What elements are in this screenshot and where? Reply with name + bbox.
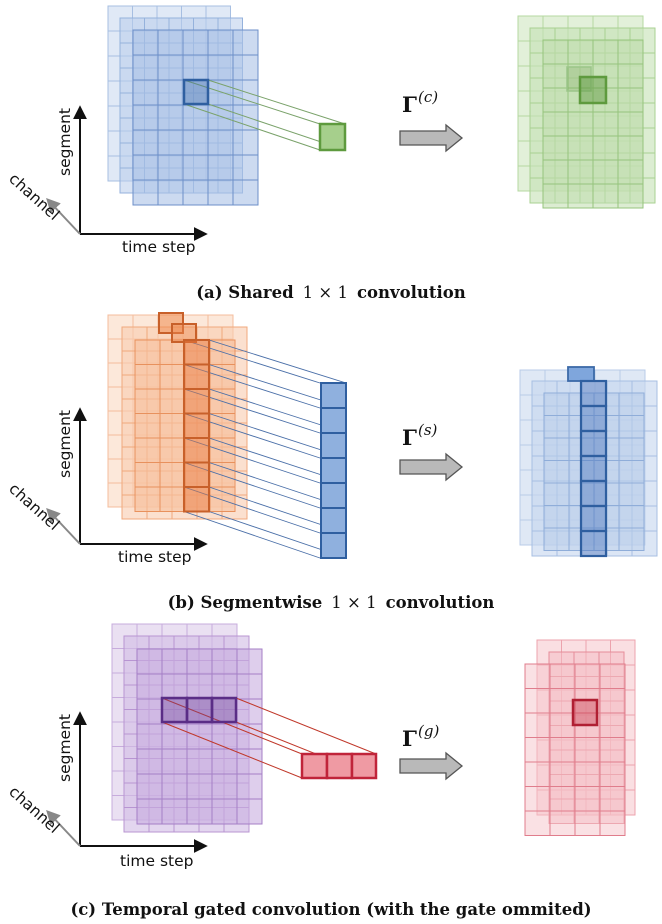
panel-a-operator: Γ (c) (399, 88, 464, 153)
panel-c-x-axis-label: time step (120, 852, 193, 870)
panel-b-caption-math: 1 × 1 (331, 593, 376, 612)
panel-b-y-axis-label: segment (56, 410, 74, 478)
panel-a-operator-sup: (c) (418, 88, 438, 106)
panel-b-connector-line (183, 413, 321, 459)
panel-b-output-highlight-cell (579, 404, 608, 433)
panel-a-x-axis-label: time step (122, 238, 195, 256)
panel-b-output-column-cell (320, 382, 347, 409)
panel-a: segment time step channel Γ (c) (a) Shar… (5, 5, 656, 302)
panel-b-arrow (399, 452, 464, 482)
panel-a-z-axis-label: channel (5, 170, 63, 224)
panel-b-connector-line (183, 437, 321, 484)
panel-b-input-column-cell (183, 339, 210, 366)
panel-b-operator: Γ (s) (399, 421, 464, 482)
panel-b-output-column-cell (320, 482, 347, 509)
panel-a-operator-symbol: Γ (402, 92, 417, 117)
panel-c-output-layer-front (524, 663, 626, 836)
panel-b-output-column (320, 382, 347, 559)
panel-b-caption-suffix: convolution (386, 593, 495, 612)
panel-b-connector-line (183, 462, 321, 509)
panel-b-output-highlight-back (567, 366, 595, 382)
panel-b-output-column-cell (320, 432, 347, 459)
panel-b-caption-prefix: (b) Segmentwise (168, 593, 323, 612)
panel-b-input-column-cell (183, 486, 210, 513)
panel-b-output-highlight-cell (579, 479, 608, 508)
panel-c-output-tensor (524, 639, 636, 836)
panel-a-input-highlight (182, 78, 210, 106)
panel-b-input-column-cell (183, 412, 210, 439)
panel-b-connector-line (183, 486, 321, 534)
panel-b-connector-line (183, 511, 321, 559)
panel-c-operator: Γ (g) (399, 722, 464, 781)
panel-b-connector-line (183, 364, 321, 409)
panel-b-output-column-cell (320, 457, 347, 484)
panel-a-output-layer-front (542, 39, 644, 209)
panel-b-output-highlight-cell (579, 529, 608, 558)
panel-a-caption-math: 1 × 1 (303, 283, 348, 302)
panel-a-input-tensor (107, 5, 259, 206)
panel-a-input-layer-front (132, 29, 259, 206)
panel-b-input-column-cell (183, 461, 210, 488)
panel-b-output-highlight-cell (579, 379, 608, 408)
panel-b-output-column-cell (320, 507, 347, 534)
panel-a-caption-prefix: (a) Shared (196, 283, 294, 302)
panel-b-connector-line (183, 339, 321, 384)
panel-b-output-highlight-cell (579, 429, 608, 458)
panel-a-caption-suffix: convolution (357, 283, 466, 302)
panel-c-z-axis-label: channel (5, 783, 63, 837)
panel-b-operator-sup: (s) (418, 421, 438, 439)
panel-c-output-highlight (571, 698, 599, 727)
panel-b-z-axis-label: channel (5, 480, 63, 534)
panel-b-output-tensor (519, 369, 658, 557)
panel-b-input-column-cell (183, 388, 210, 415)
panel-c-input-highlight (160, 696, 238, 724)
panel-a-y-axis-label: segment (56, 108, 74, 176)
panel-b-connector (183, 339, 347, 559)
panel-a-output-cell (318, 122, 347, 152)
panel-b-output-highlight-cell (579, 504, 608, 533)
panel-b-input-column-cell (183, 437, 210, 464)
panel-b-connector-line (208, 339, 347, 384)
panel-b-output-layer-front (543, 392, 645, 551)
panel-b-output-column-cell (320, 532, 347, 559)
panel-c-y-axis-label: segment (56, 714, 74, 782)
panel-b-output-highlight-column (579, 379, 608, 558)
panel-c-caption: (c) Temporal gated convolution (with the… (70, 900, 591, 919)
panel-c-arrow (399, 751, 464, 781)
panel-b: segment time step channel Γ (s) (b) Segm… (5, 312, 658, 612)
panel-a-output-highlight (578, 75, 608, 105)
panel-c-output-kernel (300, 752, 378, 780)
panel-b-operator-symbol: Γ (402, 425, 417, 450)
panel-b-input-column-cell (183, 363, 210, 390)
panel-c-operator-symbol: Γ (402, 726, 417, 751)
panel-a-output-tensor (517, 15, 656, 209)
panel-a-arrow (399, 123, 464, 153)
panel-b-caption: (b) Segmentwise 1 × 1 convolution (168, 593, 495, 612)
panel-b-input-column (183, 339, 210, 513)
panel-c: segment time step channel Γ (g) (c) Temp… (5, 623, 636, 919)
panel-b-output-column-cell (320, 407, 347, 434)
panel-a-connector (183, 79, 346, 151)
panel-b-connector-line (183, 388, 321, 434)
panel-b-x-axis-label: time step (118, 548, 191, 566)
panel-c-operator-sup: (g) (418, 722, 439, 740)
panel-c-input-tensor (111, 623, 263, 833)
panel-a-caption: (a) Shared 1 × 1 convolution (196, 283, 466, 302)
panel-b-output-highlight-cell (579, 454, 608, 483)
